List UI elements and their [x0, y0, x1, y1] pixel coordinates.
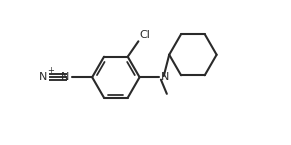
Text: Cl: Cl	[140, 30, 150, 40]
Text: N: N	[61, 72, 69, 82]
Text: N: N	[161, 72, 169, 82]
Text: N: N	[39, 72, 47, 82]
Text: +: +	[47, 66, 54, 75]
